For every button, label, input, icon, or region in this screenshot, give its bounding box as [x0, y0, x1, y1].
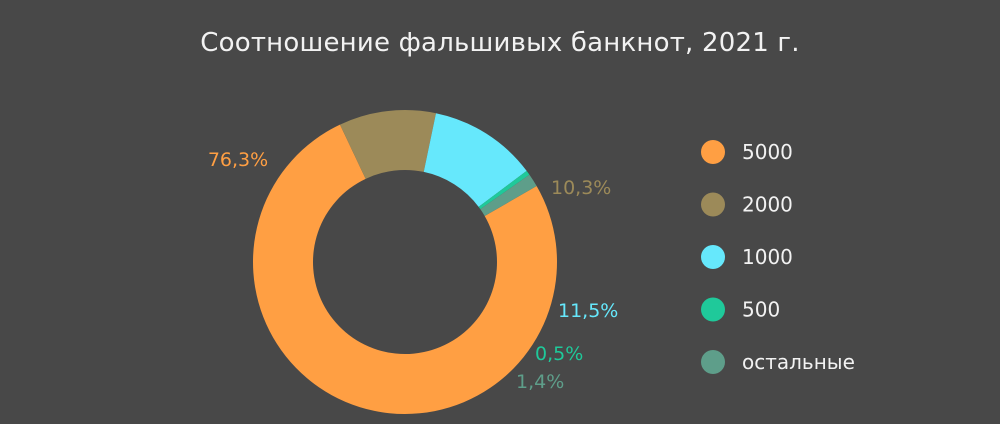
legend-label: остальные — [742, 350, 855, 374]
legend-label: 1000 — [742, 245, 793, 269]
donut-slice-500 — [478, 170, 530, 210]
donut-slice-остальные — [480, 174, 537, 216]
legend-item: 1000 — [701, 245, 793, 269]
legend-swatch-icon — [701, 245, 725, 269]
slice-value-label: 0,5% — [535, 343, 583, 365]
legend-item: остальные — [701, 350, 855, 374]
slice-value-label: 1,4% — [516, 371, 564, 393]
donut-slice-1000 — [423, 113, 527, 207]
legend-swatch-icon — [701, 140, 725, 164]
slice-value-label: 76,3% — [208, 149, 268, 171]
legend: 5000 2000 1000 500 остальные — [701, 140, 855, 374]
chart-title: Соотношение фальшивых банкнот, 2021 г. — [200, 28, 800, 58]
legend-label: 500 — [742, 298, 780, 322]
slice-value-label: 11,5% — [558, 300, 618, 322]
donut-slice-5000 — [253, 124, 558, 415]
slice-value-label: 10,3% — [551, 177, 611, 199]
slice-labels: 76,3% 10,3% 11,5% 0,5% 1,4% — [208, 149, 619, 393]
legend-item: 500 — [701, 297, 780, 322]
donut-slice-2000 — [339, 109, 436, 179]
legend-item: 5000 — [701, 140, 793, 164]
donut-slices — [253, 109, 558, 415]
legend-swatch-icon — [701, 350, 725, 374]
legend-label: 5000 — [742, 140, 793, 164]
legend-swatch-icon — [701, 192, 725, 217]
legend-swatch-icon — [701, 297, 725, 322]
legend-label: 2000 — [742, 193, 793, 217]
legend-item: 2000 — [701, 192, 793, 217]
